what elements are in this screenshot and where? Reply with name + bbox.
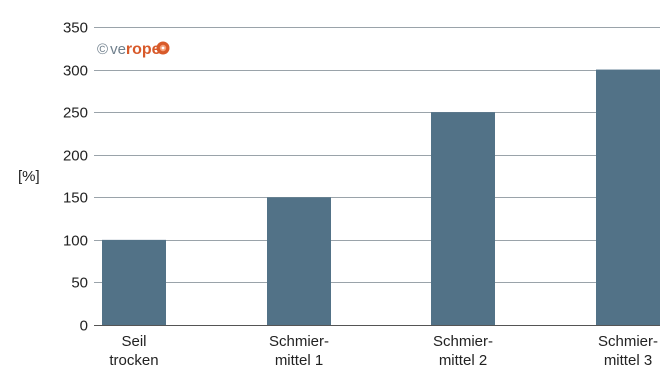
verope-logo-icon — [156, 41, 170, 55]
y-tick-label: 250 — [63, 105, 88, 122]
watermark-brand-ve: ve — [110, 41, 126, 58]
y-tick-label: 100 — [63, 233, 88, 250]
y-tick-label: 300 — [63, 63, 88, 80]
x-tick-label: Schmier- — [598, 333, 658, 350]
x-tick-label: Schmier- — [433, 333, 493, 350]
x-tick-label: trocken — [109, 352, 158, 369]
x-tick-labels: Seil trocken Schmier-mittel 1 Schmier-mitte… — [109, 333, 658, 369]
y-tick-label: 0 — [80, 318, 88, 335]
watermark: © verope — [97, 41, 170, 58]
watermark-brand-rope: rope — [126, 41, 161, 58]
x-tick-label: mittel 1 — [275, 352, 323, 369]
x-tick-label: mittel 2 — [439, 352, 487, 369]
y-tick-label: 350 — [63, 20, 88, 37]
y-tick-label: 200 — [63, 148, 88, 165]
bars — [102, 69, 660, 326]
x-tick-label: Schmier- — [269, 333, 329, 350]
bar — [596, 69, 660, 325]
x-tick-label: Seil — [121, 333, 146, 350]
watermark-copyright: © — [97, 41, 108, 58]
y-tick-label: 50 — [71, 275, 88, 292]
svg-text:©verope: © verope — [97, 41, 161, 58]
y-tick-label: 150 — [63, 190, 88, 207]
x-tick-label: mittel 3 — [604, 352, 652, 369]
bar — [102, 239, 166, 325]
bar — [267, 197, 331, 325]
bar — [431, 112, 495, 326]
y-axis-label: [%] — [18, 168, 40, 185]
y-tick-labels: 0 50 100 150 200 250 300 350 — [63, 20, 88, 335]
gridlines — [94, 27, 660, 326]
